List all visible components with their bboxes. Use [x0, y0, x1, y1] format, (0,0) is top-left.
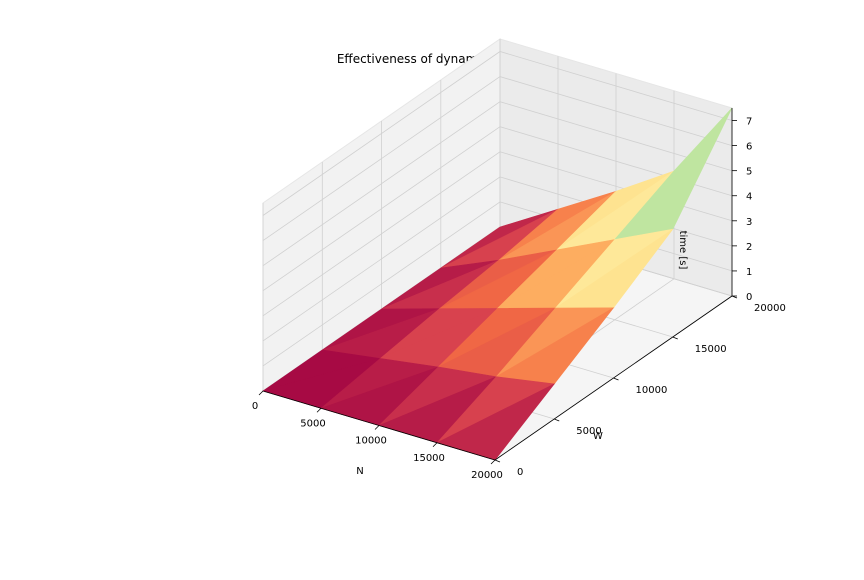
y-tick-label: 5000	[576, 426, 601, 437]
y-tick-label: 20000	[754, 303, 786, 314]
surface	[261, 107, 733, 461]
z-axis-label: time [s]	[677, 231, 688, 270]
y-tick-label: 0	[517, 467, 523, 478]
x-tick	[316, 407, 322, 413]
grid-line-z	[262, 126, 733, 292]
y-tick	[672, 336, 678, 340]
z-tick-label: 2	[746, 242, 752, 253]
z-tick-label: 1	[746, 267, 752, 278]
grid-line-z	[262, 51, 733, 216]
z-tick-label: 3	[746, 217, 752, 228]
z-tick-label: 6	[746, 142, 752, 153]
y-tick	[554, 418, 560, 422]
x-tick	[490, 459, 496, 465]
y-tick	[494, 459, 501, 463]
x-tick-label: 20000	[471, 470, 503, 481]
x-tick	[374, 425, 380, 430]
grid-line-z	[262, 101, 733, 267]
y-tick	[613, 377, 619, 381]
z-tick-label: 0	[746, 292, 752, 303]
x-tick	[258, 390, 264, 396]
x-tick-label: 0	[252, 401, 258, 412]
x-axis-label: N	[356, 466, 363, 477]
grid-line-z	[262, 76, 733, 241]
x-tick-label: 10000	[355, 436, 387, 447]
y-tick-label: 10000	[636, 385, 668, 396]
x-tick-label: 15000	[413, 453, 445, 464]
z-tick-label: 5	[746, 167, 752, 178]
x-tick-label: 5000	[300, 418, 325, 429]
y-axis-label: W	[593, 431, 603, 442]
y-tick-label: 15000	[695, 344, 727, 355]
z-tick-label: 4	[746, 192, 752, 203]
z-tick-label: 7	[746, 117, 752, 128]
x-tick	[432, 442, 438, 448]
